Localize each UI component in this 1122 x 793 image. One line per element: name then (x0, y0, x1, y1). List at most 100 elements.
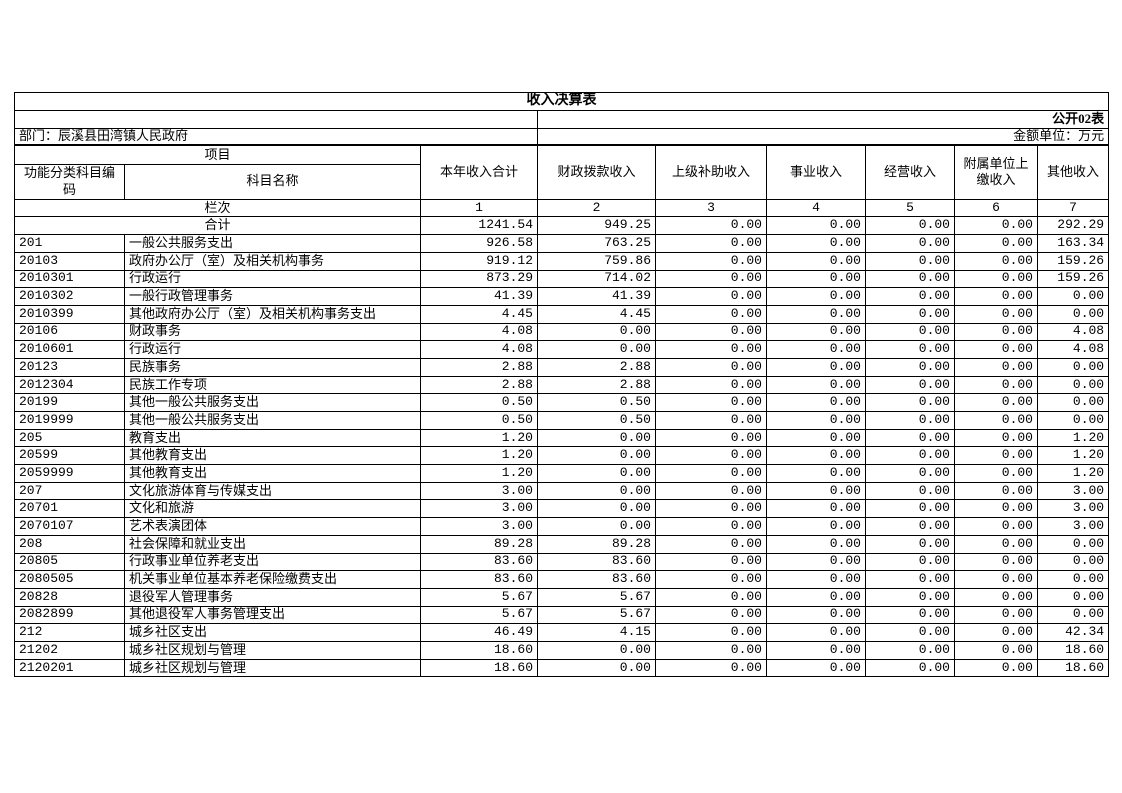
row-code-cell: 20599 (14, 446, 125, 466)
value-cell: 0.00 (954, 481, 1038, 501)
table-row: 2070107 艺术表演团体 3.00 0.00 0.00 0.00 0.00 0.00 3.0… (14, 517, 1110, 536)
sheet-label-row: 公开02表 (14, 110, 1110, 129)
value-cell: 0.00 (865, 234, 955, 253)
row-code-cell: 2080505 (14, 570, 125, 589)
row-code-cell: 205 (14, 428, 125, 448)
value-cell: 0.50 (420, 393, 538, 413)
row-name-cell: 民族工作专项 (124, 375, 421, 395)
value-cell: 0.00 (766, 464, 866, 483)
value-cell: 83.60 (537, 552, 656, 572)
value-cell: 0.00 (1036, 393, 1110, 413)
row-name-cell: 社会保障和就业支出 (124, 534, 421, 554)
row-name-cell: 城乡社区规划与管理 (124, 658, 421, 678)
value-cell: 5.67 (420, 587, 538, 607)
table-row: 20199 其他一般公共服务支出 0.50 0.50 0.00 0.00 0.00 0.00 0… (14, 393, 1110, 413)
value-cell: 0.00 (865, 517, 955, 536)
value-cell: 5.67 (537, 605, 656, 625)
value-cell: 0.00 (954, 587, 1038, 607)
value-cell: 919.12 (420, 251, 538, 271)
lanci-cell: 7 (1036, 198, 1110, 218)
value-cell: 0.00 (954, 464, 1038, 483)
row-name-cell: 行政运行 (124, 269, 421, 289)
value-cell: 83.60 (420, 552, 538, 572)
lanci-label: 栏次 (14, 198, 421, 218)
value-cell: 0.00 (954, 393, 1038, 413)
table-row: 2010301 行政运行 873.29 714.02 0.00 0.00 0.00 0.00 1… (14, 269, 1110, 289)
value-cell: 0.00 (954, 340, 1038, 359)
table-row: 20701 文化和旅游 3.00 0.00 0.00 0.00 0.00 0.00 3.00 (14, 499, 1110, 519)
value-cell: 0.00 (1036, 304, 1110, 324)
value-cell: 0.00 (865, 269, 955, 289)
row-name-cell: 一般行政管理事务 (124, 287, 421, 306)
amount-column-header: 经营收入 (865, 144, 955, 200)
value-cell: 0.00 (537, 428, 656, 448)
total-value-cell: 1241.54 (420, 216, 538, 236)
value-cell: 83.60 (537, 570, 656, 589)
row-code-cell: 2010301 (14, 269, 125, 289)
value-cell: 0.00 (954, 287, 1038, 306)
row-name-cell: 文化旅游体育与传媒支出 (124, 481, 421, 501)
value-cell: 0.00 (1036, 587, 1110, 607)
total-label: 合计 (14, 216, 421, 236)
page-title: 收入决算表 (13, 92, 1110, 111)
amount-column-header: 附属单位上缴收入 (954, 144, 1038, 200)
total-value-cell: 0.00 (655, 216, 767, 236)
row-name-cell: 一般公共服务支出 (124, 234, 421, 253)
row-name-cell: 其他一般公共服务支出 (124, 393, 421, 413)
table-row: 20599 其他教育支出 1.20 0.00 0.00 0.00 0.00 0.00 1.20 (14, 446, 1110, 466)
value-cell: 0.00 (865, 640, 955, 660)
row-code-cell: 20701 (14, 499, 125, 519)
amount-column-header: 事业收入 (766, 144, 866, 200)
table-row: 205 教育支出 1.20 0.00 0.00 0.00 0.00 0.00 1.20 (14, 428, 1110, 448)
value-cell: 0.00 (954, 428, 1038, 448)
value-cell: 0.00 (537, 499, 656, 519)
value-cell: 0.00 (655, 534, 767, 554)
table-row: 201 一般公共服务支出 926.58 763.25 0.00 0.00 0.00 0.00 1… (14, 234, 1110, 253)
value-cell: 0.00 (954, 411, 1038, 430)
total-value-cell: 0.00 (766, 216, 866, 236)
value-cell: 0.00 (766, 234, 866, 253)
value-cell: 1.20 (1036, 464, 1110, 483)
value-cell: 0.00 (954, 234, 1038, 253)
value-cell: 0.00 (954, 322, 1038, 342)
value-cell: 0.00 (865, 428, 955, 448)
value-cell: 0.00 (655, 340, 767, 359)
value-cell: 0.00 (655, 428, 767, 448)
value-cell: 0.00 (865, 570, 955, 589)
table-row: 20103 政府办公厅（室）及相关机构事务 919.12 759.86 0.00 0.00… (14, 251, 1110, 271)
value-cell: 0.00 (1036, 552, 1110, 572)
budget-sheet: 收入决算表 公开02表 部门：辰溪县田湾镇人民政府 金额单位：万元 项目 本年收… (13, 92, 1110, 678)
value-cell: 0.50 (537, 411, 656, 430)
value-cell: 0.00 (865, 605, 955, 625)
value-cell: 0.00 (766, 251, 866, 271)
total-value-cell: 0.00 (865, 216, 955, 236)
value-cell: 0.00 (655, 481, 767, 501)
value-cell: 0.00 (954, 446, 1038, 466)
header-row-project: 项目 本年收入合计 财政拨款收入 上级补助收入 事业收入 经营收入 附属单位上缴收入 其他收… (14, 144, 1110, 200)
spacer-cell (14, 110, 538, 129)
lanci-cell: 1 (420, 198, 538, 218)
value-cell: 0.00 (766, 428, 866, 448)
value-cell: 0.00 (954, 658, 1038, 678)
value-cell: 0.00 (954, 375, 1038, 395)
value-cell: 0.00 (655, 499, 767, 519)
value-cell: 159.26 (1036, 251, 1110, 271)
total-value-cell: 0.00 (954, 216, 1038, 236)
row-name-cell: 民族事务 (124, 357, 421, 377)
value-cell: 0.50 (537, 393, 656, 413)
value-cell: 5.67 (420, 605, 538, 625)
row-name-cell: 政府办公厅（室）及相关机构事务 (124, 251, 421, 271)
row-name-cell: 其他一般公共服务支出 (124, 411, 421, 430)
code-column-header: 功能分类科目编码 (14, 164, 125, 200)
value-cell: 0.00 (766, 587, 866, 607)
value-cell: 18.60 (1036, 658, 1110, 678)
amount-column-header: 本年收入合计 (420, 144, 538, 200)
value-cell: 0.00 (1036, 375, 1110, 395)
table-row: 2080505 机关事业单位基本养老保险缴费支出 83.60 83.60 0.00 0.0… (14, 570, 1110, 589)
row-code-cell: 21202 (14, 640, 125, 660)
table-row: 2012304 民族工作专项 2.88 2.88 0.00 0.00 0.00 0.00 0.0… (14, 375, 1110, 395)
lanci-cell: 4 (766, 198, 866, 218)
value-cell: 3.00 (1036, 499, 1110, 519)
value-cell: 89.28 (537, 534, 656, 554)
